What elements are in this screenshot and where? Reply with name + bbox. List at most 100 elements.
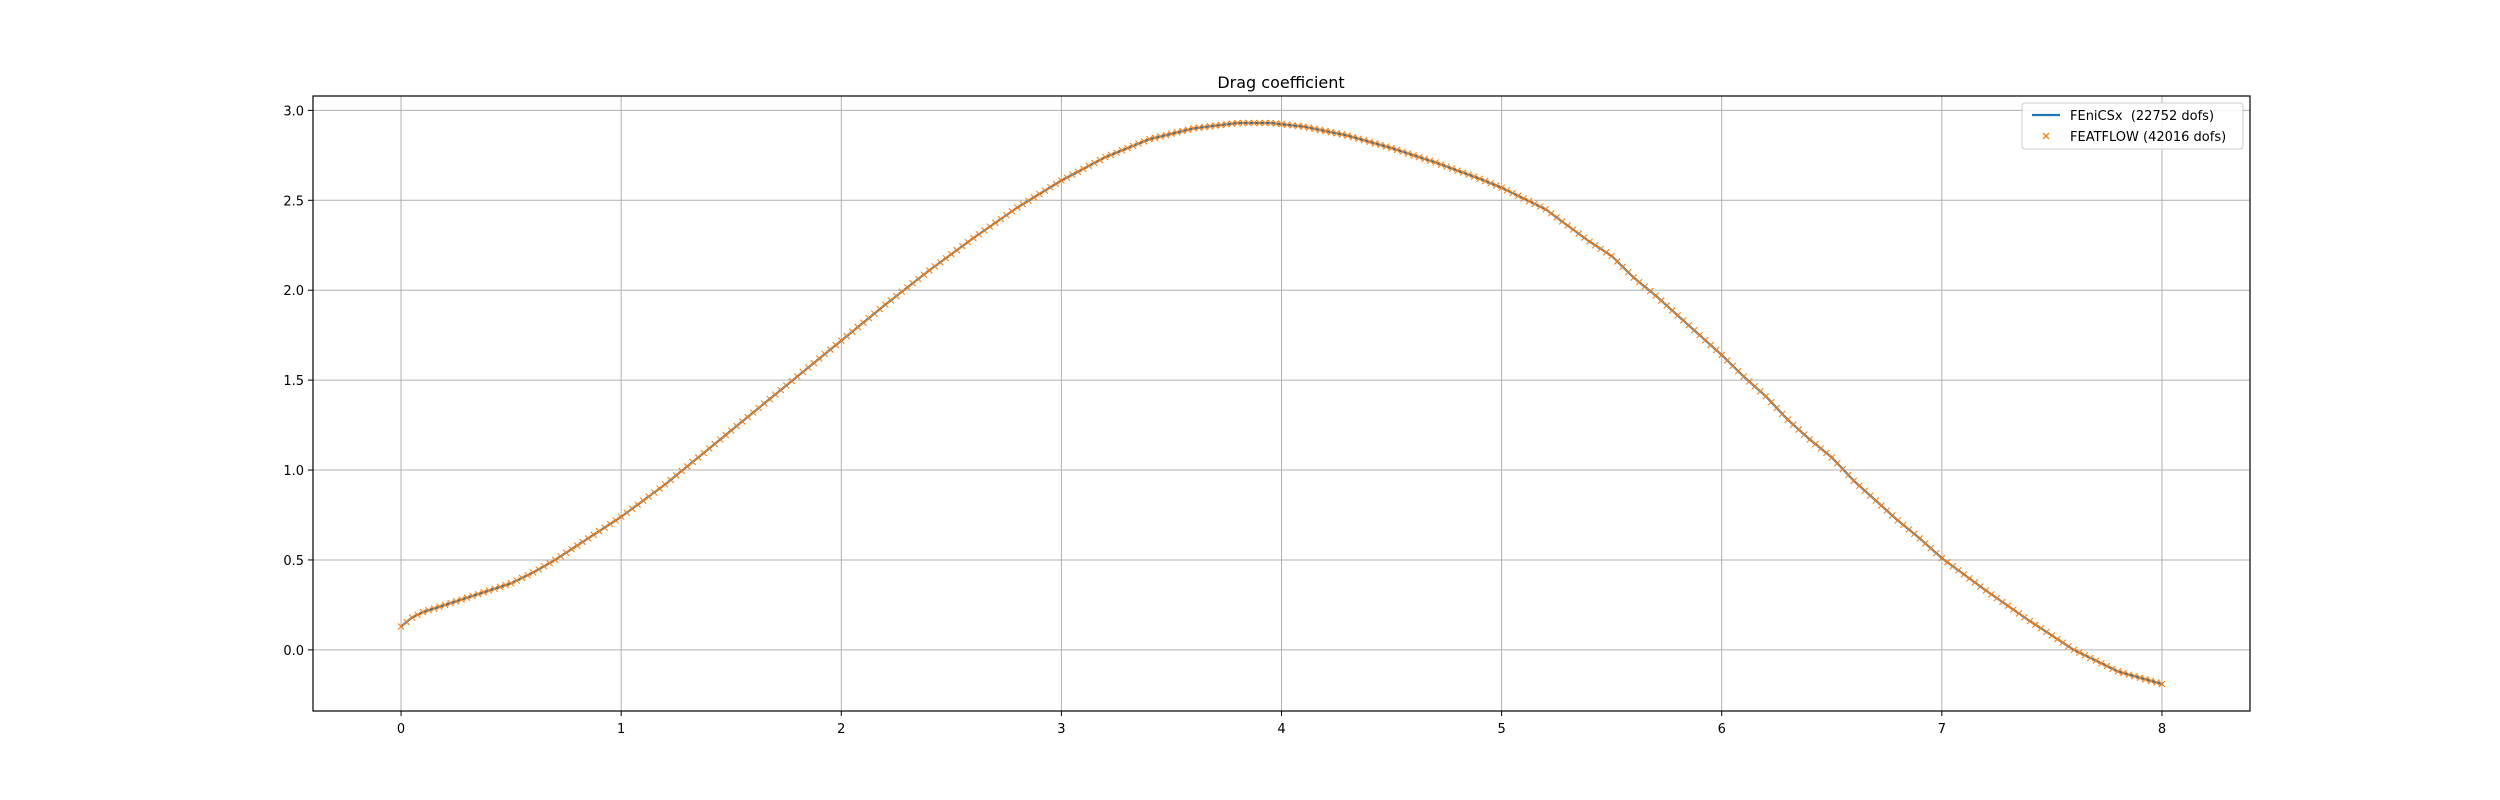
featflow-marker [2081,651,2089,659]
featflow-marker [1371,140,1379,147]
featflow-marker [843,332,851,340]
featflow-marker [2098,659,2105,667]
featflow-marker [601,524,609,531]
featflow-marker [2065,642,2072,650]
x-tick-label: 1 [617,722,625,737]
featflow-marker [1569,226,1577,233]
featflow-marker [1993,594,2001,602]
featflow-marker [452,597,460,605]
featflow-marker [1261,119,1269,127]
featflow-marker [1734,367,1742,375]
featflow-marker [1470,173,1478,181]
featflow-marker [821,350,829,358]
featflow-marker [436,603,443,611]
featflow-marker [1217,121,1225,129]
featflow-marker [1542,205,1550,213]
featflow-marker [1019,200,1027,208]
featflow-marker [1300,123,1307,130]
featflow-marker [1822,449,1830,457]
featflow-marker [947,250,955,258]
featflow-marker [969,234,977,242]
featflow-marker [1146,135,1153,143]
featflow-marker [1905,525,1913,533]
featflow-marker [573,542,581,549]
featflow-marker [1085,162,1093,170]
featflow-marker [942,254,950,262]
featflow-marker [447,599,454,607]
featflow-marker [1046,183,1054,191]
featflow-marker [1729,362,1737,370]
featflow-marker [1195,124,1203,132]
featflow-marker [1949,562,1957,570]
featflow-marker [1410,151,1417,159]
featflow-marker [645,493,653,500]
featflow-marker [1817,445,1825,452]
featflow-marker [1745,378,1753,385]
featflow-marker [2026,617,2034,625]
featflow-marker [826,346,834,353]
featflow-marker [1063,174,1071,181]
y-tick-label: 2.0 [283,284,304,299]
featflow-marker [584,534,592,542]
legend-label-featflow: FEATFLOW (42016 dofs) [2070,130,2226,145]
featflow-marker [1481,177,1489,185]
featflow-marker [1514,192,1522,200]
featflow-marker [705,445,713,452]
featflow-marker [414,611,421,619]
featflow-marker [859,319,867,326]
featflow-marker [1586,238,1594,246]
featflow-marker [986,223,994,230]
featflow-marker [1041,187,1049,195]
featflow-marker [1426,157,1434,165]
featflow-marker [590,531,598,539]
featflow-marker [1932,549,1940,557]
featflow-marker [2114,668,2122,675]
featflow-marker [1883,507,1891,514]
featflow-marker [1954,566,1962,574]
y-axis-ticks: 0.0 0.5 1.0 1.5 2.0 2.5 3.0 [283,104,313,659]
featflow-marker [1855,482,1863,490]
featflow-marker [1168,130,1175,138]
featflow-marker [458,596,465,603]
featflow-marker [1002,211,1010,219]
featflow-marker [991,219,999,227]
featflow-marker [2043,628,2050,636]
featflow-marker [1987,590,1995,598]
featflow-marker [1756,387,1764,395]
featflow-marker [892,292,900,300]
featflow-marker [441,601,449,609]
featflow-marker [755,404,763,412]
featflow-marker [1338,131,1346,138]
featflow-marker [546,559,554,567]
featflow-marker [997,215,1005,223]
featflow-marker [782,382,790,389]
featflow-marker [881,301,889,308]
featflow-marker [650,489,658,496]
featflow-marker [744,413,752,421]
featflow-marker [529,569,537,576]
featflow-marker [2103,662,2111,670]
featflow-marker [535,565,543,573]
featflow-marker [694,454,702,461]
featflow-marker [1971,579,1979,586]
x-tick-label: 2 [837,722,845,737]
featflow-marker [562,549,570,557]
featflow-marker [964,238,972,246]
featflow-marker [2087,654,2094,662]
featflow-marker [2070,646,2078,654]
featflow-marker [491,585,498,593]
featflow-marker [656,485,664,492]
featflow-marker [1151,134,1159,142]
featflow-marker [683,463,691,470]
featflow-marker [2120,669,2127,677]
featflow-marker [639,497,647,504]
featflow-marker [1646,287,1654,295]
featflow-marker [920,271,928,279]
featflow-marker [1613,258,1621,265]
featflow-marker [2142,675,2149,683]
featflow-marker [865,314,873,322]
featflow-marker [1107,151,1115,159]
featflow-marker [898,288,906,296]
featflow-marker [2092,657,2100,665]
featflow-marker [1591,241,1599,249]
